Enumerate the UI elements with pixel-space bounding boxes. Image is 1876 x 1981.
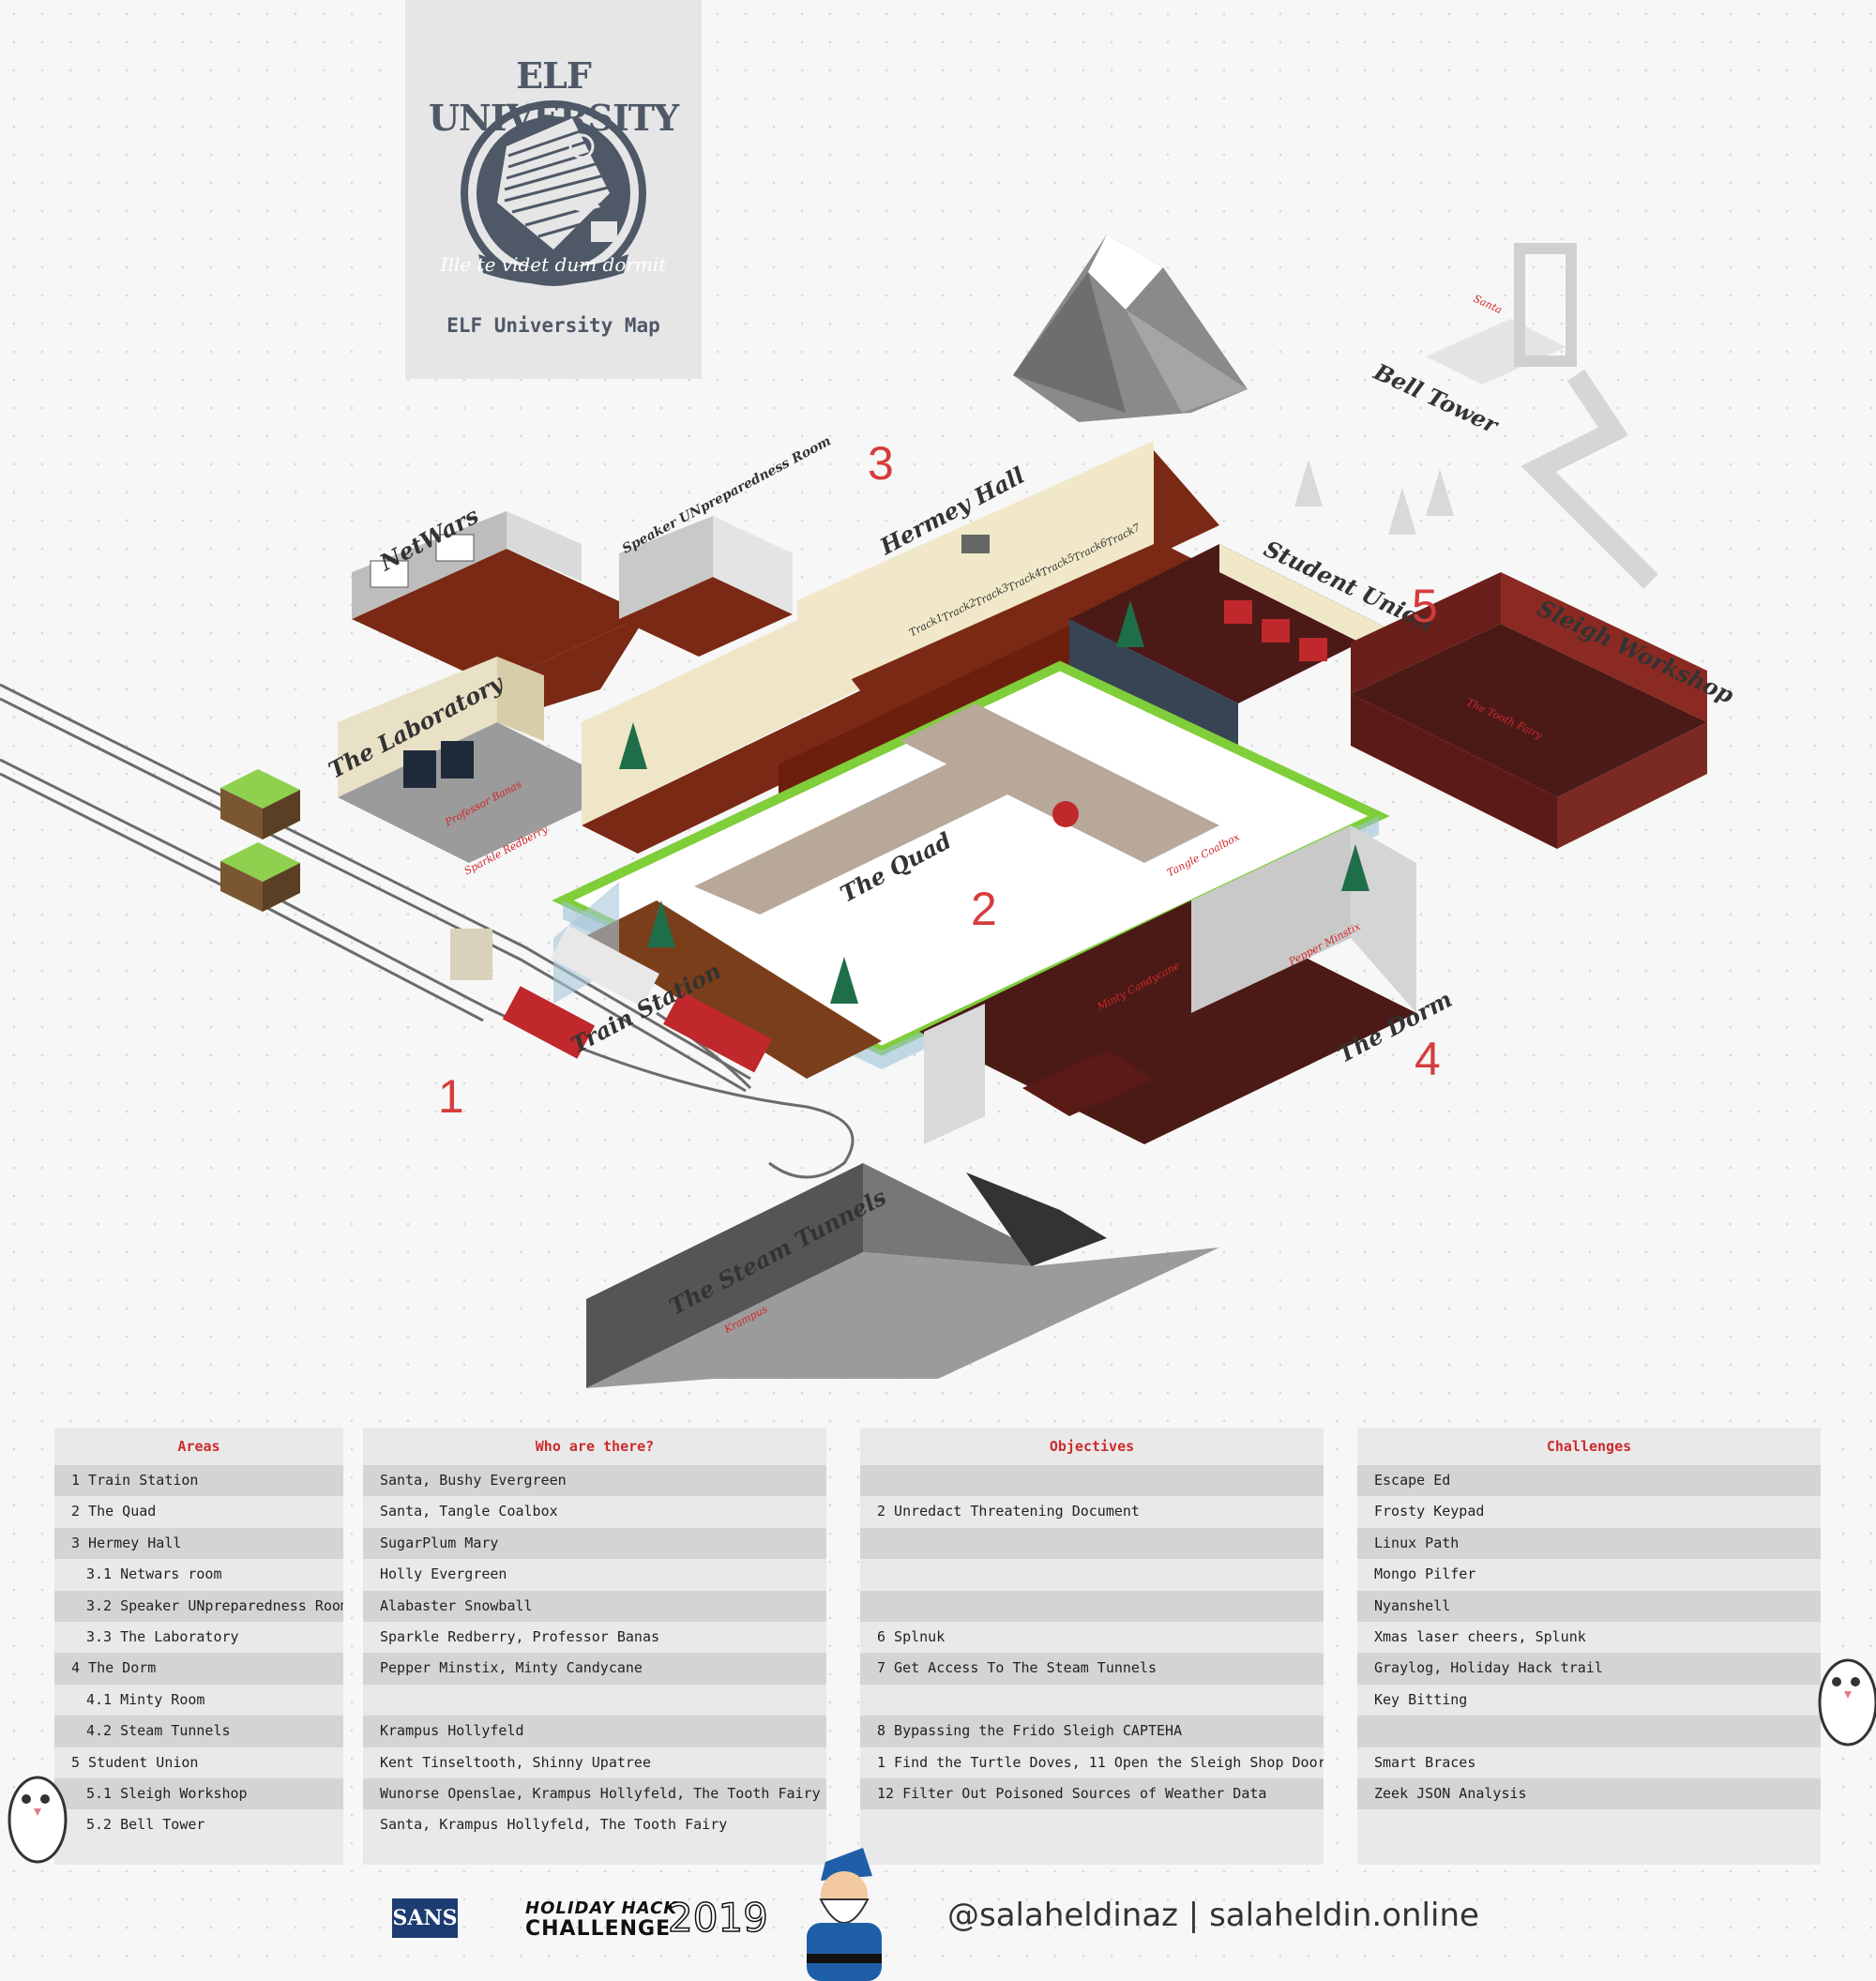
- speaker-room: [619, 516, 793, 657]
- table-row: [860, 1685, 1324, 1716]
- table-row: [1357, 1809, 1821, 1840]
- tunnel-entrances: [220, 769, 300, 912]
- objectives-title: Objectives: [1049, 1438, 1135, 1455]
- area-number-4: 4: [1415, 1033, 1441, 1085]
- bell-tower: [1426, 243, 1658, 589]
- table-row: Holly Evergreen: [380, 1565, 507, 1583]
- table-row: [860, 1590, 1324, 1622]
- table-row: 4 The Dorm: [54, 1653, 343, 1685]
- the-dorm: [919, 825, 1416, 1144]
- area-number-1: 1: [438, 1070, 464, 1123]
- hhc-logo-line2: CHALLENGE: [525, 1917, 672, 1941]
- santa-character-icon: [807, 1848, 882, 1981]
- turtle-dove-icon-right: [1818, 1658, 1876, 1747]
- sans-logo: SANS: [392, 1898, 458, 1938]
- area-number-5: 5: [1412, 580, 1438, 632]
- table-row: 5.2 Bell Tower: [86, 1816, 205, 1834]
- steam-tunnels: [586, 1163, 1219, 1388]
- challenges-title: Challenges: [1546, 1438, 1632, 1455]
- table-row: 6 Splnuk: [877, 1627, 946, 1645]
- table-row: Sparkle Redberry, Professor Banas: [380, 1627, 660, 1645]
- table-row: 5.1 Sleigh Workshop: [54, 1777, 343, 1810]
- table-row: Santa, Bushy Evergreen: [363, 1465, 826, 1497]
- table-row: SugarPlum Mary: [363, 1527, 826, 1560]
- table-row: 2 Unredact Threatening Document: [877, 1503, 1140, 1520]
- table-row: 8 Bypassing the Frido Sleigh CAPTEHA: [860, 1716, 1324, 1747]
- hhc-logo-line1: HOLIDAY HACK: [525, 1898, 678, 1918]
- table-row: [860, 1559, 1324, 1590]
- table-row: 2 The Quad: [71, 1503, 157, 1520]
- turtle-dove-icon-left: [8, 1776, 68, 1864]
- table-row: Linux Path: [1357, 1527, 1821, 1560]
- table-row: 5 Student Union: [71, 1753, 199, 1771]
- table-row: 3.1 Netwars room: [86, 1565, 222, 1583]
- table-row: Kent Tinseltooth, Shinny Upatree: [380, 1753, 651, 1771]
- table-row: Wunorse Openslae, Krampus Hollyfeld, The…: [363, 1777, 826, 1810]
- table-row: [860, 1465, 1324, 1497]
- table-row: Santa, Krampus Hollyfeld, The Tooth Fair…: [380, 1816, 728, 1834]
- area-number-2: 2: [971, 883, 997, 935]
- area-number-3: 3: [868, 437, 894, 490]
- hhc-logo-year: 2019: [667, 1894, 768, 1942]
- university-crest-icon: [461, 100, 646, 286]
- table-row: 4.1 Minty Room: [86, 1690, 205, 1708]
- table-row: Alabaster Snowball: [363, 1590, 826, 1622]
- table-row: 1 Train Station: [54, 1465, 343, 1497]
- table-row: [363, 1685, 826, 1716]
- objectives-table: Objectives 2 Unredact Threatening Docume…: [860, 1428, 1324, 1865]
- logo-card: ELF UNIVERSITY Ille te videt dum dormit …: [405, 0, 702, 379]
- challenges-table: Challenges Escape Ed Frosty Keypad Linux…: [1357, 1428, 1821, 1865]
- table-row: 12 Filter Out Poisoned Sources of Weathe…: [860, 1777, 1324, 1810]
- table-row: Frosty Keypad: [1374, 1503, 1485, 1520]
- table-row: Mongo Pilfer: [1374, 1565, 1476, 1583]
- christmas-trees: [619, 600, 1369, 1004]
- table-row: Smart Braces: [1374, 1753, 1476, 1771]
- table-row: Nyanshell: [1357, 1590, 1821, 1622]
- table-row: 3 Hermey Hall: [54, 1527, 343, 1560]
- laboratory-room: [338, 657, 628, 863]
- table-row: [1357, 1716, 1821, 1747]
- table-row: Key Bitting: [1374, 1690, 1468, 1708]
- logo-motto: Ille te videt dum dormit: [440, 253, 667, 276]
- table-row: Escape Ed: [1357, 1465, 1821, 1497]
- mountain-icon: [1013, 234, 1248, 422]
- table-row: 7 Get Access To The Steam Tunnels: [860, 1653, 1324, 1685]
- table-row: Pepper Minstix, Minty Candycane: [363, 1653, 826, 1685]
- table-row: 4.2 Steam Tunnels: [54, 1716, 343, 1747]
- author-handle: @salaheldinaz | salaheldin.online: [947, 1897, 1479, 1934]
- table-row: [860, 1809, 1324, 1840]
- who-title: Who are there?: [535, 1438, 655, 1455]
- areas-table: Areas 1 Train Station 2 The Quad 3 Herme…: [54, 1428, 343, 1865]
- sleigh-workshop: [1351, 572, 1707, 849]
- table-row: [860, 1527, 1324, 1560]
- who-table: Who are there? Santa, Bushy Evergreen Sa…: [363, 1428, 826, 1865]
- table-row: Zeek JSON Analysis: [1357, 1777, 1821, 1810]
- table-row: Krampus Hollyfeld: [363, 1716, 826, 1747]
- snowy-forest: [1294, 460, 1454, 535]
- table-row: 1 Find the Turtle Doves, 11 Open the Sle…: [877, 1753, 1324, 1771]
- table-row: Santa, Tangle Coalbox: [380, 1503, 558, 1520]
- table-row: 3.3 The Laboratory: [86, 1627, 239, 1645]
- map-subtitle: ELF University Map: [446, 314, 660, 337]
- table-row: Xmas laser cheers, Splunk: [1374, 1627, 1586, 1645]
- areas-title: Areas: [177, 1438, 220, 1455]
- campus-map: [0, 234, 1707, 1388]
- table-row: Graylog, Holiday Hack trail: [1357, 1653, 1821, 1685]
- table-row: 3.2 Speaker UNpreparedness Room: [54, 1590, 343, 1622]
